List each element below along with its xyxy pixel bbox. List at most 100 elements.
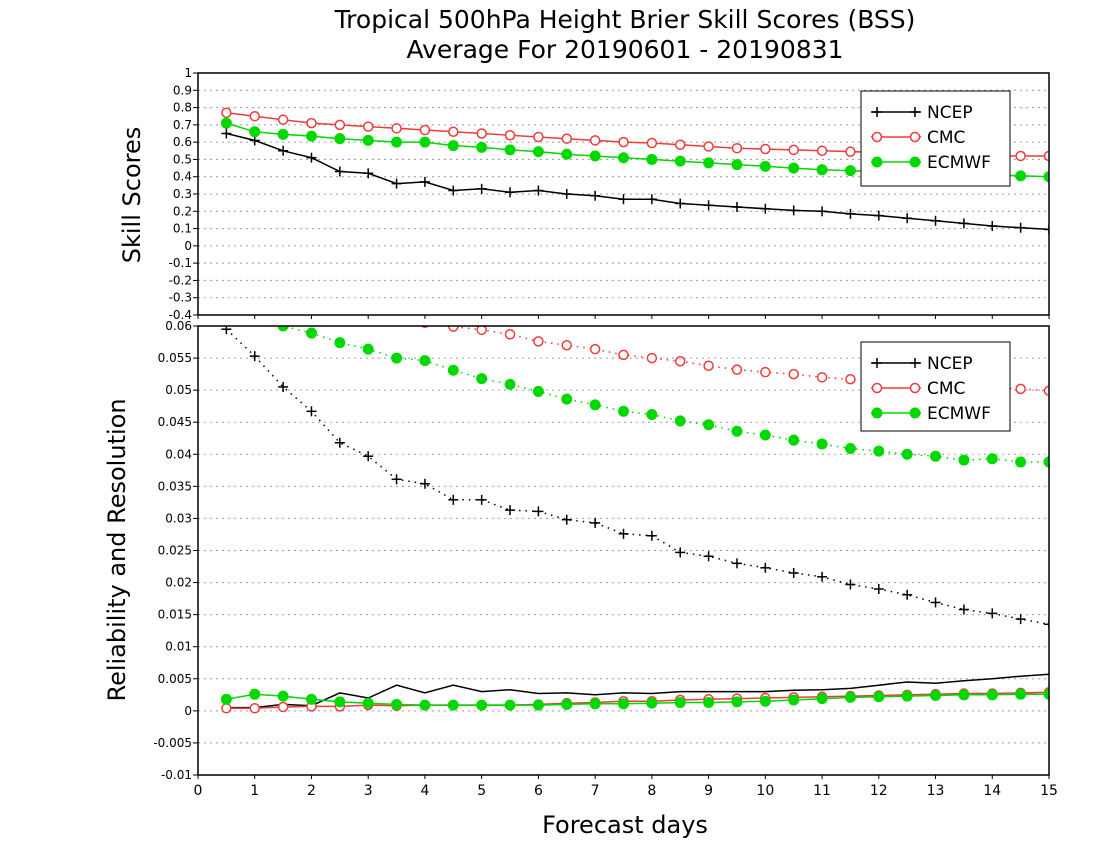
- x-tick-label: 5: [477, 783, 486, 799]
- data-point-cmc: [222, 222, 231, 231]
- data-point-ncep: [646, 194, 657, 205]
- data-point-ecmwf: [986, 453, 998, 465]
- data-point-cmc: [334, 119, 346, 131]
- legend: NCEP CMC ECMWF: [860, 341, 1011, 432]
- data-point-ecmwf: [759, 160, 771, 172]
- data-point-ecmwf: [589, 698, 601, 710]
- data-point-ecmwf: [476, 141, 488, 153]
- data-point-ecmwf: [816, 438, 828, 450]
- data-point-ncep: [788, 567, 799, 578]
- data-point-cmc: [448, 126, 459, 138]
- series-line-ecmwf-solid: [226, 693, 1049, 706]
- series-line-ncep-solid: [226, 673, 1049, 709]
- data-point-ecmwf: [788, 694, 800, 706]
- data-point-cmc: [788, 144, 799, 156]
- data-point-cmc: [646, 137, 658, 149]
- data-point-cmc: [306, 117, 317, 129]
- data-point-ecmwf: [561, 393, 573, 405]
- y-axis-label-skill-scores: Skill Scores: [118, 127, 146, 264]
- data-point-ecmwf: [532, 699, 544, 711]
- data-point-ecmwf: [532, 146, 544, 158]
- skill-score-panel: -0.4 -0.3 -0.2 -0.1 0 0.1 0.2 0.3 0.4 0.5 0.6 0.7 0.…: [169, 66, 1050, 322]
- data-point-ecmwf: [618, 405, 629, 417]
- data-point-ecmwf: [958, 689, 970, 701]
- data-point-ncep: [1044, 619, 1049, 630]
- data-point-cmc: [221, 107, 232, 119]
- y-tick-label: -0.005: [153, 736, 192, 750]
- data-point-ecmwf: [220, 693, 232, 705]
- data-point-ecmwf: [362, 343, 374, 355]
- data-point-ecmwf: [674, 697, 686, 709]
- data-point-ecmwf: [703, 697, 715, 709]
- data-point-ecmwf: [419, 699, 431, 711]
- data-point-cmc: [589, 135, 601, 146]
- y-tick-label: 0.9: [173, 83, 192, 97]
- data-point-ncep: [930, 597, 941, 608]
- x-axis-label: Forecast days: [542, 811, 708, 839]
- data-point-cmc: [1015, 150, 1026, 162]
- data-point-cmc: [277, 701, 289, 713]
- legend-marker-ncep: [872, 107, 882, 117]
- data-point-ecmwf: [277, 690, 289, 702]
- data-point-cmc: [277, 114, 289, 125]
- y-tick-label: 0.2: [173, 204, 192, 218]
- legend-label-cmc: CMC: [927, 128, 965, 148]
- x-tick-label: 7: [591, 783, 600, 799]
- data-point-ecmwf: [618, 698, 629, 710]
- data-point-ecmwf: [305, 327, 317, 339]
- data-point-ecmwf: [759, 695, 771, 707]
- data-point-ncep: [873, 583, 884, 594]
- data-point-ecmwf: [731, 425, 743, 437]
- data-point-ncep: [391, 178, 402, 189]
- data-point-ecmwf: [703, 419, 715, 431]
- data-point-ecmwf: [305, 130, 317, 142]
- data-point-cmc: [674, 139, 686, 150]
- data-point-ncep: [476, 183, 487, 194]
- chart-title-line-1: Tropical 500hPa Height Brier Skill Score…: [334, 5, 916, 34]
- data-point-cmc: [221, 703, 232, 714]
- data-point-ecmwf: [391, 352, 403, 364]
- data-point-ecmwf: [221, 295, 231, 305]
- data-point-cmc: [392, 312, 401, 321]
- legend-label-ncep: NCEP: [927, 354, 973, 374]
- data-point-ecmwf: [447, 364, 459, 376]
- data-point-ecmwf: [504, 378, 516, 390]
- data-point-ncep: [505, 505, 516, 516]
- x-tick-label: 12: [870, 783, 888, 799]
- data-point-ncep: [845, 208, 856, 219]
- data-point-ecmwf: [674, 155, 686, 167]
- data-point-ncep: [703, 200, 714, 211]
- data-point-ecmwf: [646, 697, 658, 709]
- data-point-ecmwf: [731, 696, 743, 708]
- data-point-cmc: [249, 703, 260, 714]
- data-point-ncep: [1015, 614, 1026, 625]
- data-point-cmc: [504, 129, 516, 141]
- data-point-ncep: [760, 203, 771, 214]
- data-point-ncep: [363, 168, 374, 179]
- data-point-ncep: [902, 589, 913, 600]
- legend-marker-ecmwf: [909, 407, 921, 419]
- data-point-ecmwf: [589, 150, 601, 162]
- data-point-ecmwf: [1015, 688, 1027, 700]
- data-point-ncep: [987, 220, 998, 231]
- y-tick-label: -0.2: [169, 273, 192, 287]
- data-point-cmc: [364, 302, 373, 311]
- data-point-cmc: [646, 352, 658, 364]
- data-point-ncep: [448, 494, 459, 505]
- data-point-ecmwf: [391, 136, 403, 148]
- data-point-ncep: [221, 326, 232, 335]
- data-point-ncep: [533, 506, 544, 517]
- data-point-cmc: [731, 142, 743, 154]
- legend-marker-cmc: [909, 131, 921, 143]
- data-point-ncep: [334, 166, 345, 177]
- y-tick-label: 0.045: [158, 415, 192, 429]
- data-point-ncep: [419, 478, 430, 489]
- data-point-ecmwf: [816, 164, 828, 176]
- data-point-ecmwf: [334, 337, 346, 349]
- data-point-ecmwf: [504, 144, 516, 156]
- data-point-cmc: [760, 143, 771, 155]
- data-point-ncep: [306, 406, 317, 417]
- data-point-ecmwf: [1043, 171, 1049, 183]
- data-point-ncep: [817, 206, 828, 217]
- data-point-ncep: [930, 215, 941, 226]
